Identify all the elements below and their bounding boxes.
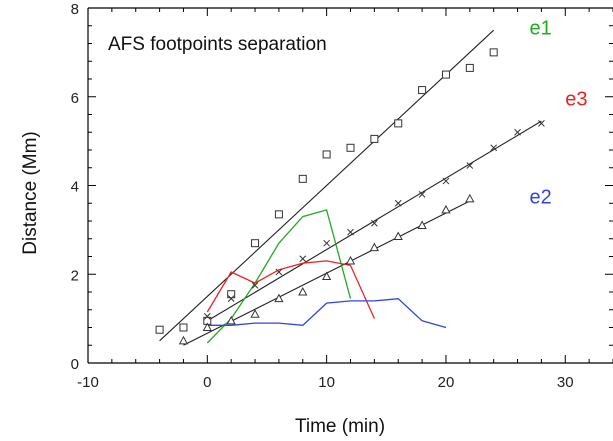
marker-e1 (322, 150, 331, 159)
marker-e1 (298, 174, 307, 183)
marker-e1 (155, 325, 164, 334)
chart-title: AFS footpoints separation (108, 34, 327, 55)
y-tick-label: 8 (71, 1, 79, 18)
marker-e3-stroke (251, 281, 259, 289)
marker-e3 (442, 177, 450, 185)
marker-e3-stroke (275, 268, 283, 276)
line-series-e2 (207, 298, 447, 329)
marker-e3 (275, 268, 283, 276)
series-label-e3: e3 (565, 89, 587, 111)
marker-e3-stroke (394, 199, 402, 207)
marker-e3-stroke (371, 219, 378, 227)
series-labels: e1 e3 e2 (529, 18, 587, 209)
marker-e3 (371, 219, 378, 227)
marker-e2 (393, 231, 403, 241)
marker-e3 (203, 313, 211, 320)
marker-e1 (179, 323, 188, 332)
y-tick-label: 4 (71, 179, 79, 196)
marker-e3 (514, 128, 521, 136)
marker-e1 (465, 63, 474, 72)
marker-e3 (538, 120, 545, 127)
fit-line-e1 (159, 29, 495, 342)
marker-e3-stroke (490, 144, 498, 152)
marker-e1 (394, 119, 403, 128)
marker-e3 (347, 228, 354, 236)
y-tick-label: 2 (71, 267, 79, 284)
marker-e2 (417, 220, 427, 229)
marker-e1 (370, 134, 379, 143)
fit-line-e3 (207, 120, 542, 322)
x-tick-label: 30 (557, 374, 574, 391)
x-tick-label: 0 (203, 374, 211, 391)
marker-e2 (250, 309, 260, 318)
marker-e3 (323, 239, 330, 247)
marker-e2 (274, 293, 284, 303)
scatter-markers (155, 48, 545, 345)
marker-e2 (369, 242, 380, 252)
marker-e2 (298, 286, 308, 296)
marker-e3-stroke (442, 177, 450, 185)
series-label-e2: e2 (529, 186, 551, 208)
series-label-e1: e1 (529, 18, 551, 40)
marker-e1 (346, 143, 355, 152)
x-tick-label: -10 (77, 374, 99, 391)
x-axis-label: Time (min) (295, 416, 385, 437)
marker-e2 (226, 315, 236, 325)
marker-e3-stroke (227, 295, 235, 303)
marker-e2 (202, 322, 212, 331)
marker-e3 (394, 199, 402, 207)
marker-e2 (178, 335, 189, 345)
marker-e3 (227, 295, 235, 303)
marker-e1 (274, 210, 283, 219)
marker-e3-stroke (347, 228, 354, 236)
marker-e3-stroke (418, 191, 426, 198)
marker-e3-stroke (466, 162, 474, 169)
marker-e3-stroke (538, 120, 545, 127)
marker-e1 (251, 239, 260, 248)
y-tick-label: 6 (71, 90, 79, 107)
marker-e1 (441, 70, 450, 79)
marker-e3-stroke (514, 128, 521, 136)
marker-e3 (418, 191, 426, 198)
marker-e2 (441, 204, 451, 214)
marker-e3 (466, 162, 474, 169)
line-series-e3 (206, 260, 375, 319)
x-tick-label: 10 (318, 374, 335, 391)
marker-e2 (465, 193, 475, 203)
marker-e1 (418, 86, 427, 95)
marker-e1 (489, 48, 498, 57)
marker-e3 (299, 255, 307, 263)
y-tick-label: 0 (71, 356, 79, 373)
marker-e3-stroke (299, 255, 307, 263)
x-tick-label: 20 (438, 374, 455, 391)
y-axis-label: Distance (Mm) (20, 131, 41, 255)
marker-e2 (345, 255, 356, 265)
marker-e2 (321, 271, 332, 280)
marker-e1 (227, 290, 236, 299)
marker-e3-stroke (323, 239, 330, 247)
marker-e3 (251, 281, 259, 289)
marker-e3-stroke (203, 313, 211, 320)
marker-e3 (490, 144, 498, 152)
